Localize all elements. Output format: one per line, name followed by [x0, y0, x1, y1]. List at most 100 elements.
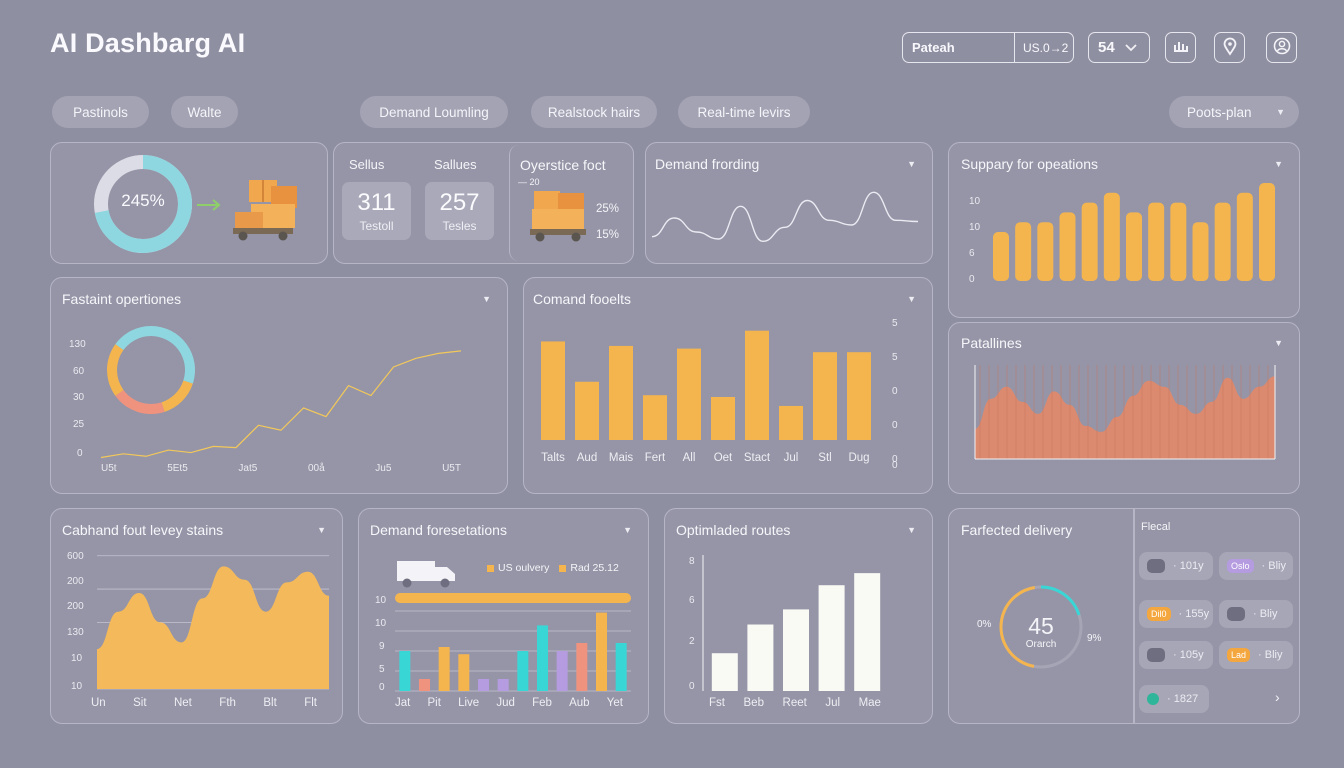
x-tick: Net [173, 697, 192, 709]
bar [497, 679, 509, 691]
forecast-small-label: — 20 [518, 177, 540, 187]
donut-slice [115, 389, 165, 414]
x-tick: Stact [744, 452, 771, 464]
forecast-title: Oyerstice foct [520, 157, 606, 173]
stat-box-0: 311 Testoll [342, 182, 411, 240]
bar [1170, 202, 1187, 281]
bar [747, 624, 774, 691]
search-suffix: US.0→2 [1023, 40, 1069, 55]
divider [1133, 509, 1135, 723]
side-title: Flecal [1141, 521, 1171, 533]
bar [783, 609, 809, 691]
y-tick: 6 [689, 595, 695, 606]
y-tick: 0 [689, 681, 695, 692]
filter-pill-0[interactable]: Pastinols [52, 96, 149, 128]
bar [419, 679, 430, 691]
y-tick: 30 [73, 392, 85, 403]
filter-pill-3[interactable]: Realstock hairs [531, 96, 657, 128]
legend-item-0: US oulvery [487, 562, 549, 574]
bar [1259, 183, 1275, 281]
card-title: Farfected delivery [961, 522, 1073, 538]
x-tick: Pit [427, 697, 441, 709]
legend-label: US oulvery [498, 562, 550, 574]
x-axis: Fst Beb Reet Jul Mae [709, 697, 881, 709]
x-tick: Stl [818, 452, 831, 464]
x-tick: Reet [782, 697, 807, 709]
caret-down-icon: ▼ [482, 294, 491, 304]
list-item[interactable]: Oslo · Bliy [1219, 552, 1293, 580]
bar [1214, 202, 1231, 281]
stat-box-1: 257 Tesles [425, 182, 494, 240]
x-tick: Yet [606, 697, 623, 709]
bar [854, 573, 881, 691]
list-item[interactable]: Dil0 · 155y [1139, 600, 1213, 628]
x-tick: Jat5 [238, 463, 258, 474]
y-tick: 60 [73, 366, 85, 377]
list-item[interactable]: · 105y [1139, 641, 1213, 669]
bar [1015, 222, 1032, 281]
x-tick: Un [91, 697, 106, 709]
chevron-right-icon[interactable]: › [1275, 689, 1280, 705]
card-title: Cabhand fout levey stains [62, 522, 224, 538]
list-item[interactable]: · 101y [1139, 552, 1213, 580]
y-tick: 10 [71, 681, 83, 692]
x-tick: 00å [307, 463, 325, 474]
forecast-grouped-bars [395, 610, 631, 692]
cabhand-levey-card: Cabhand fout levey stains ▼ 600 200 200 … [50, 508, 343, 724]
bar [399, 651, 411, 691]
status-tag [1147, 648, 1165, 662]
y-tick: 2 [689, 636, 695, 647]
filter-pill-2[interactable]: Demand Loumling [360, 96, 508, 128]
bar [576, 643, 588, 691]
plan-dropdown[interactable]: Poots-plan ▼ [1169, 96, 1299, 128]
gauge-value: 45 [1028, 613, 1054, 639]
y-tick: 5 [379, 664, 385, 675]
filter-pill-4[interactable]: Real-time levirs [678, 96, 810, 128]
search-field[interactable]: Pateah US.0→2 [902, 32, 1074, 63]
x-tick: U5T [442, 463, 461, 474]
list-item[interactable]: · 1827 [1139, 685, 1209, 713]
donut-slice [115, 326, 151, 351]
gauge-right-pct: 9% [1087, 633, 1102, 644]
y-tick: 10 [969, 196, 981, 207]
progress-track [395, 593, 631, 603]
list-item[interactable]: Lad · Bliy [1219, 641, 1293, 669]
bar [1236, 192, 1253, 281]
bar [818, 585, 845, 691]
location-button[interactable] [1214, 32, 1245, 63]
filter-pill-1[interactable]: Walte [171, 96, 238, 128]
profile-button[interactable] [1266, 32, 1297, 63]
wave-area [975, 376, 1275, 459]
delivery-truck-boxes-icon [530, 191, 586, 242]
caret-down-icon: ▼ [1276, 107, 1285, 117]
card-title: Patallines [961, 335, 1022, 351]
delivery-gauge [999, 585, 1083, 669]
operations-chart [100, 326, 462, 459]
y-tick: 0 [892, 460, 898, 471]
count-select[interactable]: 54 [1088, 32, 1150, 63]
patallines-wave-chart [974, 365, 1276, 460]
x-tick: All [683, 452, 696, 464]
y-tick: 10 [71, 653, 83, 664]
search-input[interactable]: Pateah [903, 33, 1015, 62]
status-dot [1147, 693, 1159, 705]
x-tick: Aub [569, 697, 590, 709]
status-tag: Dil0 [1147, 607, 1171, 621]
fastaint-operations-card: Fastaint opertiones ▼ 130 60 30 25 0 U5t… [50, 277, 508, 494]
bar [745, 330, 769, 440]
x-tick: Aud [577, 452, 597, 464]
x-tick: Beb [743, 697, 764, 709]
y-tick: 10 [969, 222, 981, 233]
list-item[interactable]: · Bliy [1219, 600, 1293, 628]
y-tick: 130 [69, 339, 86, 350]
page-title: AI Dashbarg AI [50, 28, 246, 58]
bar [556, 651, 568, 691]
support-bar-chart [993, 183, 1275, 281]
bar [537, 625, 548, 691]
bar [1126, 212, 1142, 281]
chart-icon-button[interactable] [1165, 32, 1196, 63]
optimized-routes-card: Optimladed routes ▼ 8 6 2 0 Fst Beb Reet… [664, 508, 933, 724]
card-title: Demand foresetations [370, 522, 507, 538]
status-tag [1227, 607, 1245, 621]
x-tick: Live [458, 697, 480, 709]
